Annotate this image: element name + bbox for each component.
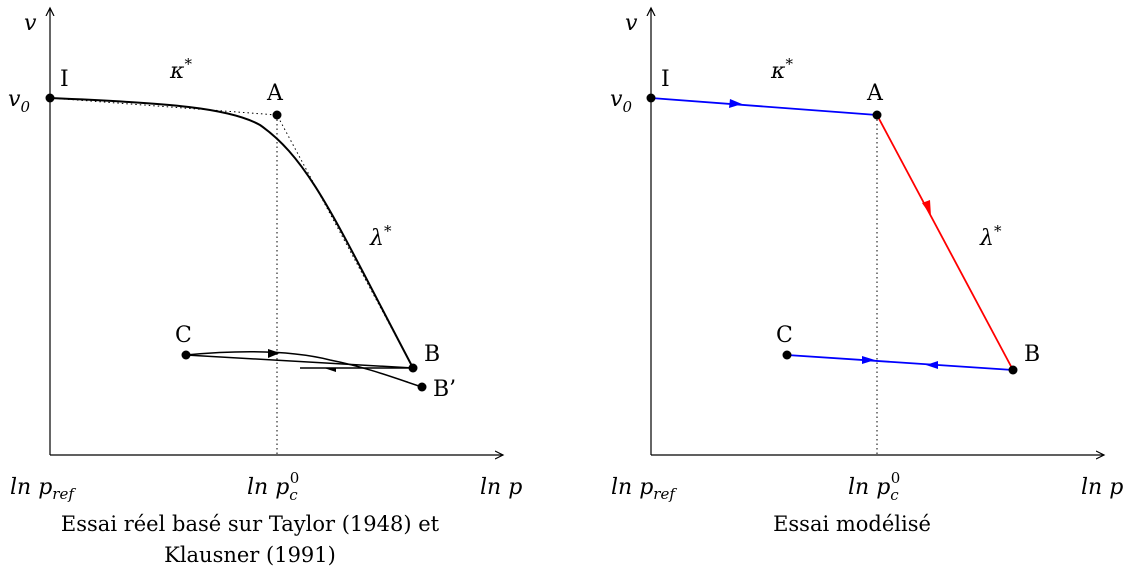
right-point-I (646, 93, 656, 103)
right-v0-label: v0 (610, 87, 632, 116)
left-label-B: B (424, 342, 440, 367)
right-arrow-BC (926, 361, 938, 369)
right-lambda-label: λ* (979, 222, 1002, 251)
right-panel: v v0 I A B C κ* λ* ln pref ln (610, 8, 1123, 536)
right-label-I: I (661, 67, 670, 92)
left-label-A: A (266, 81, 284, 106)
left-arrow-reload (268, 349, 280, 358)
left-base-line (186, 355, 413, 368)
left-panel: v v0 I A B B’ C κ* λ* (8, 8, 522, 567)
right-arrow-AB (922, 200, 931, 216)
left-tick-pref: ln pref (10, 475, 76, 503)
left-compression-curve (49, 97, 414, 369)
right-arrow-CB (862, 356, 875, 364)
left-lambda-label: λ* (369, 222, 392, 251)
right-caption: Essai modélisé (773, 512, 931, 536)
left-tick-pc: ln pc0 (247, 469, 299, 504)
right-point-A (872, 110, 882, 120)
left-kappa-label: κ* (169, 55, 192, 84)
right-plastic-path-AB (876, 114, 1014, 371)
left-unloading-path (185, 354, 414, 369)
left-caption-line1: Essai réel basé sur Taylor (1948) et (61, 512, 440, 536)
left-caption-line2: Klausner (1991) (164, 543, 336, 567)
left-point-I (45, 93, 55, 103)
right-arrow-IA (729, 99, 742, 108)
right-point-C (782, 350, 792, 360)
right-tick-pc: ln pc0 (848, 469, 900, 504)
left-elastoplastic-asymptotes (49, 97, 414, 369)
right-label-B: B (1024, 342, 1040, 367)
right-y-axis-label: v (625, 11, 638, 36)
left-point-B-prime (417, 382, 427, 392)
right-elastic-path-IA (650, 97, 878, 116)
left-arrow-unload (324, 368, 336, 372)
left-label-C: C (175, 323, 192, 348)
left-point-C (181, 350, 191, 360)
left-label-I: I (60, 67, 69, 92)
right-x-axis-label: ln p (1081, 475, 1123, 500)
right-elastic-path-BC (786, 354, 1014, 371)
right-label-C: C (776, 323, 793, 348)
left-label-B-prime: B’ (433, 377, 456, 402)
left-point-A (272, 110, 282, 120)
right-kappa-label: κ* (770, 55, 793, 84)
left-v0-label: v0 (8, 87, 30, 116)
right-point-B (1008, 365, 1018, 375)
right-label-A: A (866, 81, 884, 106)
right-tick-pref: ln pref (611, 475, 677, 503)
left-point-B (408, 363, 418, 373)
left-x-axis-label: ln p (480, 475, 522, 500)
left-reloading-path (185, 350, 423, 388)
left-y-axis-label: v (24, 11, 37, 36)
